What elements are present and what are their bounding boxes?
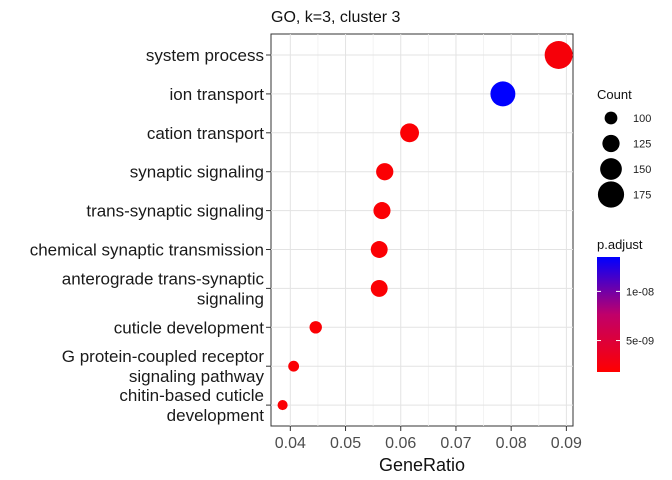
grid-major xyxy=(271,34,573,426)
x-axis: 0.04 0.05 0.06 0.07 0.08 0.09 xyxy=(275,426,582,452)
x-tick-label: 0.04 xyxy=(275,435,306,452)
x-tick-label: 0.07 xyxy=(440,435,471,452)
count-legend-label: 175 xyxy=(633,190,651,202)
data-point xyxy=(288,360,300,372)
count-legend-key xyxy=(600,158,622,180)
data-point xyxy=(373,202,391,220)
count-legend-items: 100 125 150 175 xyxy=(597,111,651,208)
data-point xyxy=(309,321,322,334)
x-axis-title: GeneRatio xyxy=(379,455,465,475)
count-legend-label: 100 xyxy=(633,113,651,125)
count-legend-title: Count xyxy=(597,87,632,102)
y-tick-label: trans-synaptic signaling xyxy=(86,202,264,221)
y-tick-label: system process xyxy=(146,46,264,65)
y-axis: system process ion transport cation transp… xyxy=(30,46,271,425)
count-legend-label: 125 xyxy=(633,139,651,151)
p-adjust-legend-title: p.adjust xyxy=(597,237,643,252)
count-legend-key xyxy=(604,111,618,125)
x-tick-label: 0.09 xyxy=(551,435,582,452)
p-adjust-legend: p.adjust 5e-09 1e-08 xyxy=(597,237,654,372)
data-points xyxy=(277,41,573,411)
count-legend: Count 100 125 150 175 xyxy=(597,87,651,208)
y-tick-label: cuticle development xyxy=(114,318,265,337)
y-tick-label: chitin-based cuticle development xyxy=(119,386,264,425)
y-tick-label: synaptic signaling xyxy=(130,163,264,182)
p-adjust-legend-ticks: 5e-09 1e-08 xyxy=(597,286,654,348)
plot-panel xyxy=(270,33,574,427)
panel-border xyxy=(270,33,574,427)
data-point xyxy=(490,81,516,107)
y-tick-label: anterograde trans-synaptic signaling xyxy=(62,269,265,308)
data-point xyxy=(400,123,420,143)
chart-title: GO, k=3, cluster 3 xyxy=(271,9,400,26)
x-tick-label: 0.05 xyxy=(330,435,361,452)
p-adjust-colorbar xyxy=(597,257,620,372)
y-tick-label: chemical synaptic transmission xyxy=(30,241,264,260)
y-tick-label: ion transport xyxy=(170,85,265,104)
x-tick-label: 0.08 xyxy=(496,435,527,452)
grid-minor xyxy=(317,34,540,426)
p-adjust-legend-label: 5e-09 xyxy=(626,336,654,348)
y-tick-label: G protein-coupled receptor signaling path… xyxy=(62,347,265,386)
count-legend-key xyxy=(597,181,625,208)
data-point xyxy=(277,400,288,411)
p-adjust-legend-label: 1e-08 xyxy=(626,286,654,298)
data-point xyxy=(544,41,573,69)
count-legend-key xyxy=(602,134,620,153)
count-legend-label: 150 xyxy=(633,164,651,176)
data-point xyxy=(370,241,388,258)
x-tick-label: 0.06 xyxy=(385,435,416,452)
y-tick-label: cation transport xyxy=(147,124,264,143)
data-point xyxy=(376,163,394,181)
data-point xyxy=(370,279,388,297)
